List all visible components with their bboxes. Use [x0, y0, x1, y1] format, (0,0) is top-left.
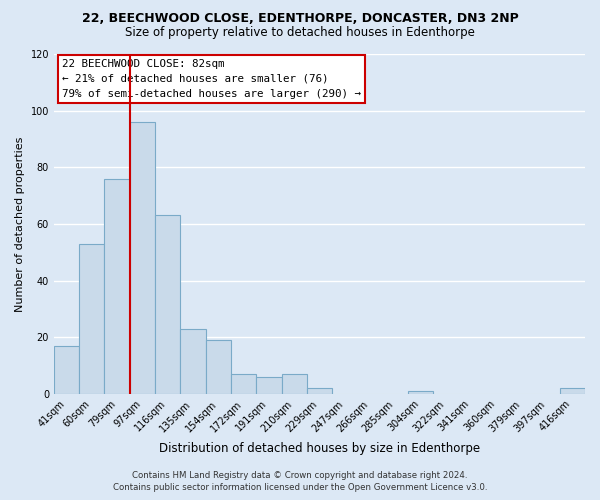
Bar: [181, 328, 206, 394]
Bar: [130, 122, 155, 394]
Text: 22 BEECHWOOD CLOSE: 82sqm
← 21% of detached houses are smaller (76)
79% of semi-: 22 BEECHWOOD CLOSE: 82sqm ← 21% of detac…: [62, 59, 361, 98]
Bar: [206, 340, 231, 394]
Bar: [307, 388, 332, 394]
Bar: [104, 178, 130, 394]
Bar: [408, 391, 433, 394]
Bar: [155, 216, 181, 394]
Text: Size of property relative to detached houses in Edenthorpe: Size of property relative to detached ho…: [125, 26, 475, 39]
Bar: [231, 374, 256, 394]
Bar: [281, 374, 307, 394]
Bar: [560, 388, 585, 394]
Bar: [79, 244, 104, 394]
Bar: [54, 346, 79, 394]
Y-axis label: Number of detached properties: Number of detached properties: [15, 136, 25, 312]
Bar: [256, 377, 281, 394]
Text: Contains HM Land Registry data © Crown copyright and database right 2024.
Contai: Contains HM Land Registry data © Crown c…: [113, 471, 487, 492]
Text: 22, BEECHWOOD CLOSE, EDENTHORPE, DONCASTER, DN3 2NP: 22, BEECHWOOD CLOSE, EDENTHORPE, DONCAST…: [82, 12, 518, 26]
X-axis label: Distribution of detached houses by size in Edenthorpe: Distribution of detached houses by size …: [159, 442, 480, 455]
